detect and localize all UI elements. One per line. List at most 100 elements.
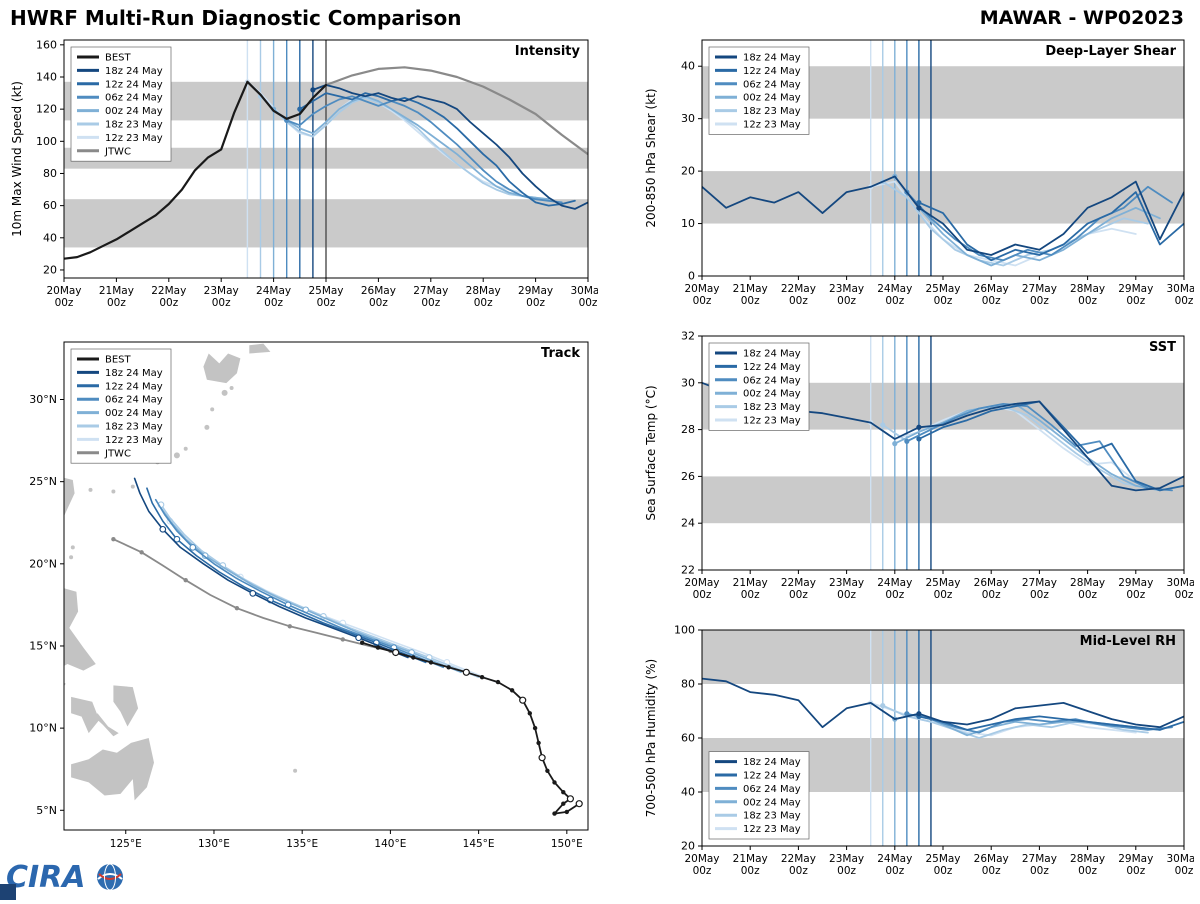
track-panel: 5°N 10°N 15°N 20°N 25°N 30°N 125°E 130°E 135°E 14… [6, 332, 598, 878]
svg-text:18z 24 May: 18z 24 May [743, 757, 801, 768]
svg-text:20May: 20May [46, 285, 81, 297]
svg-text:26: 26 [681, 470, 695, 483]
svg-text:12z 23 May: 12z 23 May [743, 120, 801, 131]
svg-text:140: 140 [36, 70, 57, 83]
svg-text:23May: 23May [829, 577, 864, 589]
svg-text:21May: 21May [733, 283, 768, 295]
svg-text:JTWC: JTWC [104, 146, 131, 157]
svg-text:Mid-Level RH: Mid-Level RH [1080, 634, 1176, 649]
svg-text:00z: 00z [1126, 295, 1145, 307]
svg-text:SST: SST [1149, 340, 1176, 355]
svg-text:00z: 00z [107, 297, 126, 309]
svg-text:28: 28 [681, 423, 695, 436]
svg-text:00z: 00z [1126, 865, 1145, 877]
svg-text:18z 23 May: 18z 23 May [743, 402, 801, 413]
svg-text:Track: Track [541, 346, 580, 361]
svg-text:00z: 00z [55, 297, 74, 309]
svg-text:BEST: BEST [105, 355, 132, 366]
corner-accent [0, 884, 16, 900]
svg-text:00z: 00z [934, 295, 953, 307]
svg-text:00z: 00z [982, 295, 1001, 307]
svg-text:18z 24 May: 18z 24 May [105, 66, 163, 77]
svg-text:125°E: 125°E [110, 838, 142, 850]
svg-text:18z 24 May: 18z 24 May [105, 368, 163, 379]
svg-text:22: 22 [681, 564, 695, 577]
svg-text:00z: 00z [369, 297, 388, 309]
svg-text:25May: 25May [925, 577, 960, 589]
svg-text:135°E: 135°E [286, 838, 318, 850]
svg-text:25May: 25May [925, 853, 960, 865]
svg-text:00z: 00z [159, 297, 178, 309]
svg-text:10°N: 10°N [29, 722, 57, 735]
svg-text:00z: 00z [693, 295, 712, 307]
svg-text:30: 30 [681, 112, 695, 125]
svg-text:00z: 00z [982, 865, 1001, 877]
svg-text:00z: 00z [1030, 295, 1049, 307]
svg-text:00z: 00z [1030, 865, 1049, 877]
svg-text:20: 20 [43, 263, 57, 276]
svg-text:700-500 hPa Humidity (%): 700-500 hPa Humidity (%) [644, 659, 658, 817]
svg-text:22May: 22May [151, 285, 186, 297]
svg-text:20: 20 [681, 840, 695, 853]
svg-text:24May: 24May [256, 285, 291, 297]
svg-text:00z: 00z [741, 589, 760, 601]
svg-text:23May: 23May [204, 285, 239, 297]
svg-text:18z 23 May: 18z 23 May [743, 106, 801, 117]
svg-text:12z 24 May: 12z 24 May [743, 362, 801, 373]
svg-text:00z: 00z [789, 589, 808, 601]
svg-text:Deep-Layer Shear: Deep-Layer Shear [1045, 44, 1176, 59]
svg-text:25°N: 25°N [29, 475, 57, 488]
svg-text:10: 10 [681, 217, 695, 230]
mid-level-rh-panel: 20 40 60 80 100 20May 00z 21May 00z 22May 00z 23May… [640, 620, 1200, 894]
svg-text:30May: 30May [570, 285, 598, 297]
svg-text:18z 24 May: 18z 24 May [743, 53, 801, 64]
svg-text:130°E: 130°E [198, 838, 230, 850]
svg-text:5°N: 5°N [36, 804, 57, 817]
svg-text:00z: 00z [837, 295, 856, 307]
svg-text:120: 120 [36, 103, 57, 116]
cira-logo: CIRA [4, 854, 154, 900]
page-title: HWRF Multi-Run Diagnostic Comparison [10, 6, 462, 30]
svg-text:150°E: 150°E [551, 838, 583, 850]
svg-text:20: 20 [681, 165, 695, 178]
svg-text:00z: 00z [1078, 865, 1097, 877]
svg-text:00z: 00z [885, 295, 904, 307]
svg-text:00z: 00z [1175, 589, 1194, 601]
svg-text:12z 24 May: 12z 24 May [743, 66, 801, 77]
svg-text:BEST: BEST [105, 53, 132, 64]
svg-text:27May: 27May [1022, 283, 1057, 295]
svg-text:00z: 00z [934, 865, 953, 877]
svg-text:28May: 28May [1070, 283, 1105, 295]
svg-text:100: 100 [36, 135, 57, 148]
svg-text:00z: 00z [741, 865, 760, 877]
svg-text:60: 60 [43, 199, 57, 212]
svg-text:26May: 26May [974, 577, 1009, 589]
svg-text:12z 24 May: 12z 24 May [105, 381, 163, 392]
svg-text:12z 23 May: 12z 23 May [105, 435, 163, 446]
svg-text:18z 23 May: 18z 23 May [743, 811, 801, 822]
svg-text:20May: 20May [684, 577, 719, 589]
svg-text:00z: 00z [982, 589, 1001, 601]
globe-icon [97, 863, 123, 891]
svg-text:Intensity: Intensity [515, 44, 581, 59]
svg-text:JTWC: JTWC [104, 448, 131, 459]
svg-text:Sea Surface Temp (°C): Sea Surface Temp (°C) [644, 385, 658, 520]
svg-text:18z 24 May: 18z 24 May [743, 349, 801, 360]
svg-text:00z: 00z [474, 297, 493, 309]
svg-text:22May: 22May [781, 283, 816, 295]
svg-text:27May: 27May [1022, 853, 1057, 865]
svg-text:80: 80 [43, 167, 57, 180]
svg-text:145°E: 145°E [463, 838, 495, 850]
svg-text:06z 24 May: 06z 24 May [743, 784, 801, 795]
svg-text:00z: 00z [789, 295, 808, 307]
svg-text:00z 24 May: 00z 24 May [105, 408, 163, 419]
svg-text:21May: 21May [733, 853, 768, 865]
svg-text:00z: 00z [934, 589, 953, 601]
svg-text:26May: 26May [974, 283, 1009, 295]
svg-text:12z 24 May: 12z 24 May [743, 771, 801, 782]
svg-text:29May: 29May [518, 285, 553, 297]
svg-text:27May: 27May [413, 285, 448, 297]
svg-text:00z: 00z [693, 865, 712, 877]
svg-text:00z: 00z [837, 865, 856, 877]
svg-text:200-850 hPa Shear (kt): 200-850 hPa Shear (kt) [644, 88, 658, 227]
